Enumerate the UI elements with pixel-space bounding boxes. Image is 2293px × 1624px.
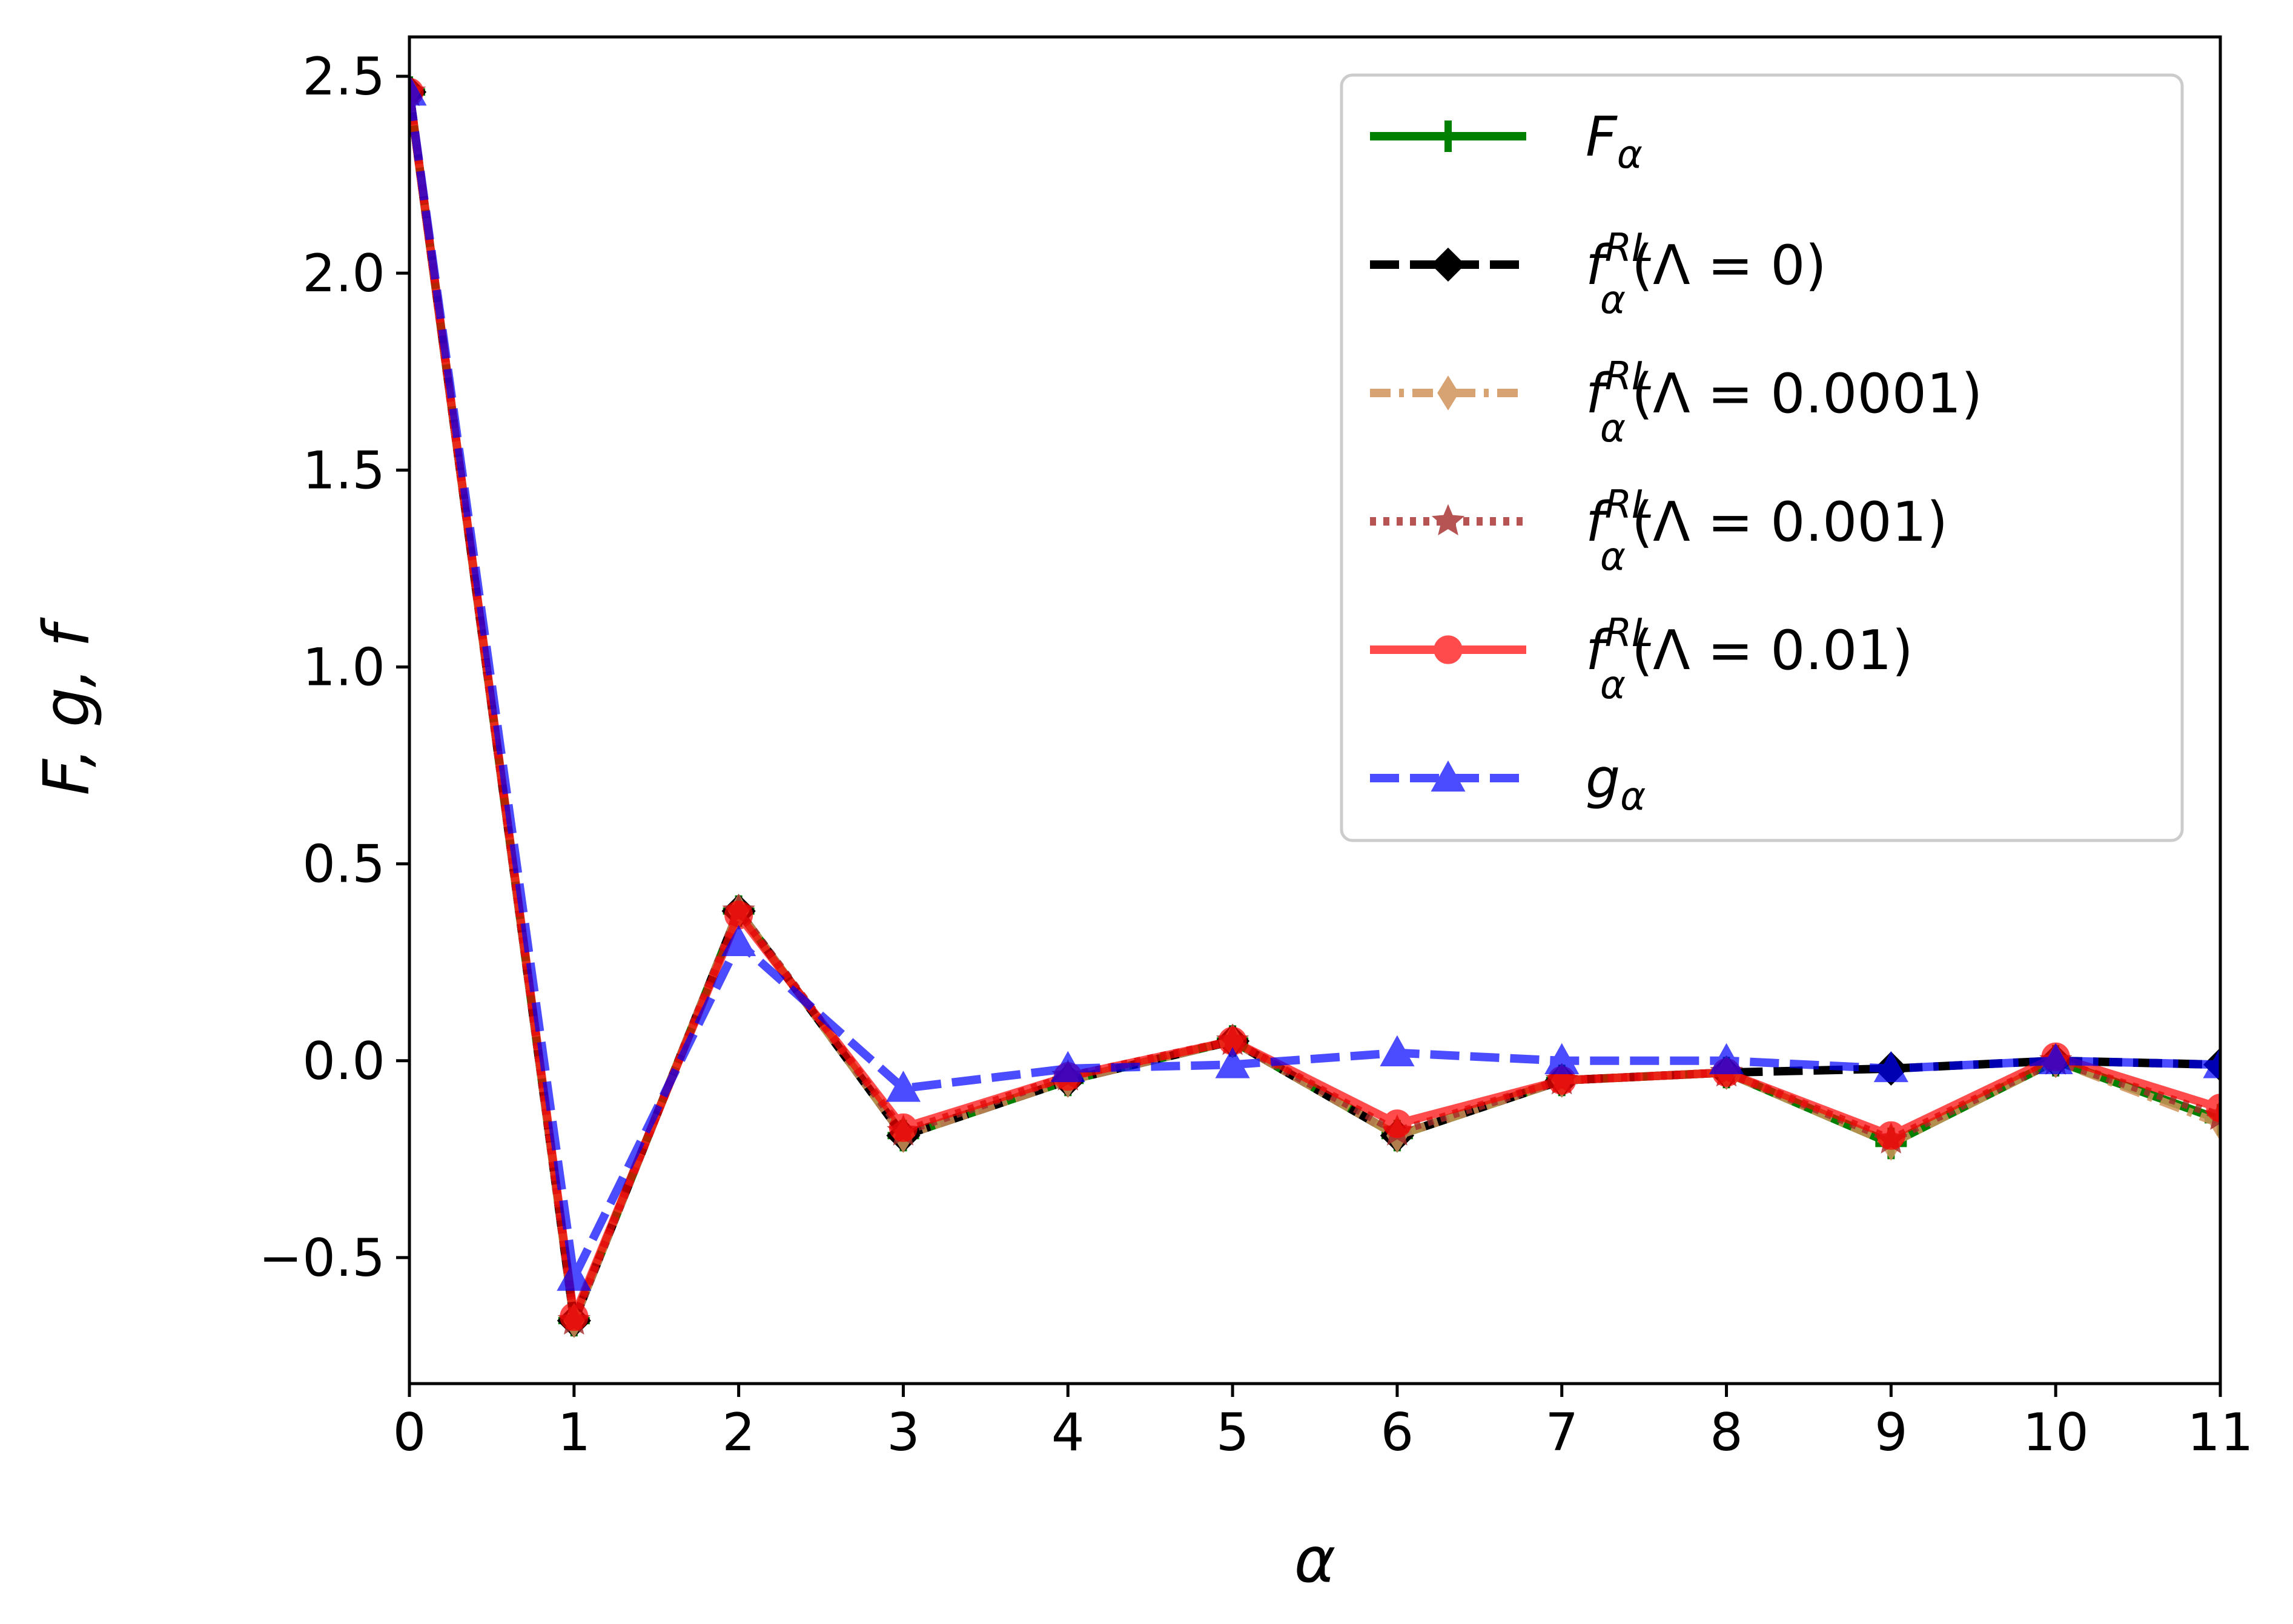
- legend-marker-0: [1432, 120, 1464, 152]
- x-tick-label-2: 2: [722, 1402, 755, 1463]
- series-5: [409, 74, 2220, 1291]
- legend-entry-2: [1370, 375, 1526, 411]
- y-tick-label-1: 0.0: [302, 1031, 385, 1092]
- x-tick-label-10: 10: [2022, 1402, 2088, 1463]
- legend-marker-5: [1431, 760, 1466, 792]
- data-point-5-4: [1050, 1051, 1085, 1083]
- legend-label-3: fRL α(Λ = 0.001): [1586, 483, 1948, 579]
- x-tick-label-3: 3: [887, 1402, 920, 1463]
- x-tick-label-9: 9: [1874, 1402, 1908, 1463]
- x-tick-label-5: 5: [1216, 1402, 1249, 1463]
- legend-label-0: Fα: [1586, 105, 1643, 177]
- x-tick-label-7: 7: [1545, 1402, 1578, 1463]
- x-tick-label-6: 6: [1381, 1402, 1414, 1463]
- x-tick-label-8: 8: [1710, 1402, 1743, 1463]
- legend: Fα fRL α(Λ = 0) fRL α(Λ = 0.0001) fRL α(Λ = 0.…: [1340, 73, 2184, 842]
- data-point-5-10: [2038, 1043, 2073, 1075]
- legend-entry-3: [1370, 504, 1526, 536]
- legend-entry-4: [1370, 635, 1526, 664]
- y-tick-label-5: 2.0: [302, 243, 385, 304]
- legend-entry-1: [1370, 247, 1526, 282]
- data-point-5-9: [1873, 1051, 1908, 1083]
- data-point-5-5: [1215, 1047, 1250, 1078]
- y-tick-label-0: −0.5: [259, 1228, 385, 1289]
- data-point-5-1: [557, 1259, 592, 1291]
- y-tick-label-6: 2.5: [302, 47, 385, 107]
- plot-content: [409, 74, 2220, 1338]
- data-point-4-6: [1383, 1109, 1412, 1138]
- legend-label-4: fRL α(Λ = 0.01): [1586, 611, 1913, 708]
- y-tick-label-2: 0.5: [302, 834, 385, 895]
- x-axis: 0 1 2 3 4 5 6 7 8 9 10 11: [393, 1384, 2254, 1463]
- y-tick-label-3: 1.0: [302, 637, 385, 698]
- series-line-5: [409, 91, 2220, 1282]
- plot-frame: [408, 35, 2222, 1385]
- x-tick-label-11: 11: [2187, 1402, 2253, 1463]
- y-tick-label-4: 1.5: [302, 440, 385, 501]
- legend-marker-2: [1437, 375, 1459, 411]
- series-line-4: [409, 91, 2220, 1321]
- y-axis: −0.5 0.0 0.5 1.0 1.5 2.0 2.5: [259, 47, 409, 1289]
- legend-marker-3: [1431, 504, 1465, 536]
- legend-box: [1340, 73, 2184, 842]
- data-point-5-11: [2203, 1047, 2220, 1078]
- data-point-4-1: [560, 1302, 589, 1332]
- data-point-4-3: [888, 1113, 918, 1142]
- x-tick-label-0: 0: [393, 1402, 426, 1463]
- legend-marker-4: [1434, 635, 1463, 664]
- x-axis-label: α: [1294, 1523, 1336, 1597]
- legend-marker-1: [1431, 247, 1466, 282]
- data-point-5-2: [721, 925, 756, 956]
- legend-label-5: gα: [1586, 747, 1646, 819]
- x-tick-label-4: 4: [1051, 1402, 1085, 1463]
- y-axis-label: F, g, f: [30, 617, 104, 796]
- data-point-5-0: [409, 74, 427, 106]
- data-point-4-2: [724, 900, 753, 929]
- data-point-5-7: [1544, 1043, 1580, 1075]
- legend-entry-5: [1370, 760, 1526, 792]
- data-point-5-3: [885, 1071, 921, 1102]
- legend-label-2: fRL α(Λ = 0.0001): [1586, 354, 1982, 451]
- data-point-4-9: [1876, 1121, 1905, 1150]
- data-point-5-8: [1709, 1043, 1744, 1075]
- legend-label-1: fRL α(Λ = 0): [1586, 226, 1827, 323]
- data-point-5-6: [1380, 1035, 1415, 1067]
- legend-entry-0: [1370, 120, 1526, 152]
- x-tick-label-1: 1: [557, 1402, 591, 1463]
